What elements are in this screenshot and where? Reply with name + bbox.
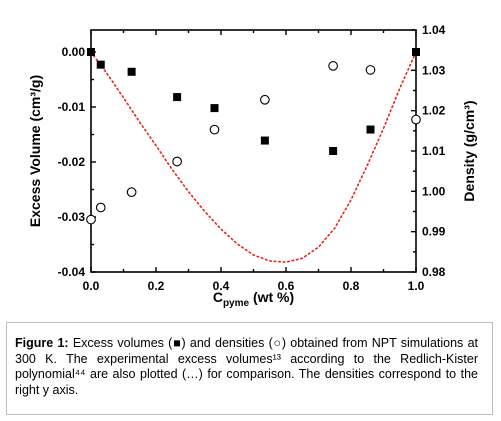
y-left-axis-title: Excess Volume (cm³/g) [27,75,43,227]
x-tick-label: 0.6 [278,279,295,293]
caption-box [6,322,493,415]
x-axis-title-main: C [213,289,223,305]
excess-volume-point [173,93,182,102]
figure-caption: Figure 1: Excess volumes (■) and densiti… [15,336,478,398]
redlich-kister-line [90,51,417,263]
density-point [365,65,376,75]
redlich-kister-curve [90,51,417,263]
axis-ticks: 0.0 0.2 0.4 0.6 0.8 1.0 0.00 -0.01 -0.02 -0.03 -0.… [58,23,446,293]
x-tick-label: 0.2 [148,279,165,293]
density-point [126,187,137,197]
y-right-tick-label: 1.04 [422,23,446,37]
excess-volume-point [366,125,375,134]
y-left-tick-label: -0.02 [58,155,86,169]
excess-volume-point [329,147,338,155]
x-axis-title: Cpyme (wt %) [213,289,294,309]
excess-volume-point [210,104,219,113]
excess-volume-point [412,48,420,56]
y-right-axis-title: Density (g/cm³) [461,100,477,201]
y-left-tick-label: 0.00 [62,45,86,59]
density-point [86,214,96,225]
x-axis-title-subscript: pyme [223,298,250,309]
x-tick-label: 0.8 [343,279,360,293]
density-point [209,124,220,135]
x-tick-label: 0.0 [83,279,100,293]
x-axis-title-unit: (wt %) [249,289,294,305]
y-right-tick-label: 1.02 [422,104,446,118]
y-right-tick-label: 1.00 [422,184,446,198]
y-right-tick-label: 1.01 [422,144,446,158]
density-point [95,202,106,213]
density-point [260,94,270,105]
caption-text: Excess volumes (■) and densities (○) obt… [15,336,478,397]
caption-lead: Figure 1: [15,336,69,350]
density-point [172,156,182,167]
excess-volume-point [127,67,136,76]
density-point [411,114,421,125]
y-left-tick-label: -0.03 [58,210,86,224]
axis-titles: Cpyme (wt %) Excess Volume (cm³/g) Density… [27,75,477,309]
excess-volume-point [260,136,269,145]
plot-frame [90,29,417,273]
density-point [328,61,338,71]
x-tick-label: 0.4 [213,279,230,293]
x-tick-label: 1.0 [408,279,425,293]
chart: 0.0 0.2 0.4 0.6 0.8 1.0 0.00 -0.01 -0.02 -0.03 -0.… [27,23,477,309]
excess-volume-point [96,60,105,69]
y-left-tick-label: -0.04 [58,265,86,279]
y-left-tick-label: -0.01 [58,100,86,114]
y-right-tick-label: 0.98 [422,265,446,279]
excess-volume-point [87,48,95,56]
data-marks [86,48,421,225]
y-right-tick-label: 0.99 [422,225,446,239]
y-right-tick-label: 1.03 [422,63,446,77]
plot-border [90,29,417,273]
